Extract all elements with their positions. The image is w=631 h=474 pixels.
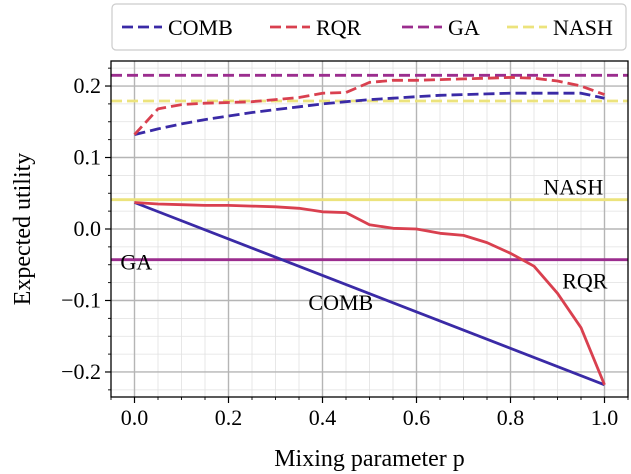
x-tick-label: 0.8 (497, 405, 525, 430)
annotation-comb: COMB (308, 290, 373, 315)
series-layer (111, 73, 628, 387)
y-tick-label: −0.2 (61, 359, 101, 384)
annotation-layer: NASH GA COMB RQR (120, 175, 607, 315)
x-tick-label: 0.4 (309, 405, 337, 430)
annotation-ga: GA (120, 250, 152, 275)
annotation-nash: NASH (543, 175, 603, 200)
legend-box (111, 3, 627, 51)
y-tick-label: 0.2 (74, 73, 102, 98)
legend-label-comb: COMB (168, 15, 233, 40)
series-comb-dashed-line (134, 91, 605, 136)
series-rqr-dashed-line (133, 76, 605, 136)
y-tick-label: 0.1 (74, 145, 102, 170)
major-grid (111, 61, 628, 397)
y-tick-label: −0.1 (61, 287, 101, 312)
x-tick-label: 0.2 (215, 405, 243, 430)
ticks-layer: 0.0 0.2 0.4 0.6 0.8 1.0 −0.2 −0.1 0.0 0.1 0.2 (61, 67, 629, 430)
legend-label-nash: NASH (553, 15, 613, 40)
x-axis-title: Mixing parameter p (274, 446, 465, 472)
series-rqr-solid-line (134, 201, 606, 386)
legend-label-rqr: RQR (316, 15, 362, 40)
y-axis-title: Expected utility (10, 153, 36, 306)
legend: COMB RQR GA NASH (111, 3, 627, 51)
x-tick-label: 1.0 (591, 405, 619, 430)
legend-label-ga: GA (448, 15, 480, 40)
series-comb-solid-line (133, 201, 606, 387)
y-tick-label: 0.0 (74, 216, 102, 241)
annotation-rqr: RQR (562, 268, 608, 293)
x-tick-label: 0.0 (121, 405, 149, 430)
x-tick-label: 0.6 (403, 405, 431, 430)
